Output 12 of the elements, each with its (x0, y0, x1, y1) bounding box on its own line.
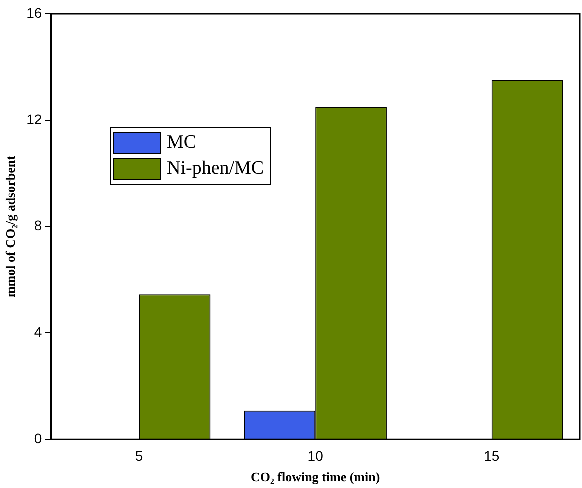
y-tick-label: 8 (34, 218, 42, 234)
x-tick-label: 15 (484, 448, 500, 464)
x-axis-title: CO₂ flowing time (min) (250, 470, 380, 485)
x-tick-label: 10 (308, 448, 324, 464)
legend-label: Ni-phen/MC (167, 158, 264, 180)
y-tick-label: 4 (34, 324, 42, 340)
y-tick-label: 12 (26, 111, 42, 128)
y-axis-title: mmol of CO₂/g adsorbent (3, 155, 18, 298)
x-tick-label: 5 (135, 448, 144, 464)
legend-label: MC (167, 132, 197, 154)
y-tick-label: 0 (34, 430, 42, 446)
y-tick-label: 16 (26, 4, 42, 21)
